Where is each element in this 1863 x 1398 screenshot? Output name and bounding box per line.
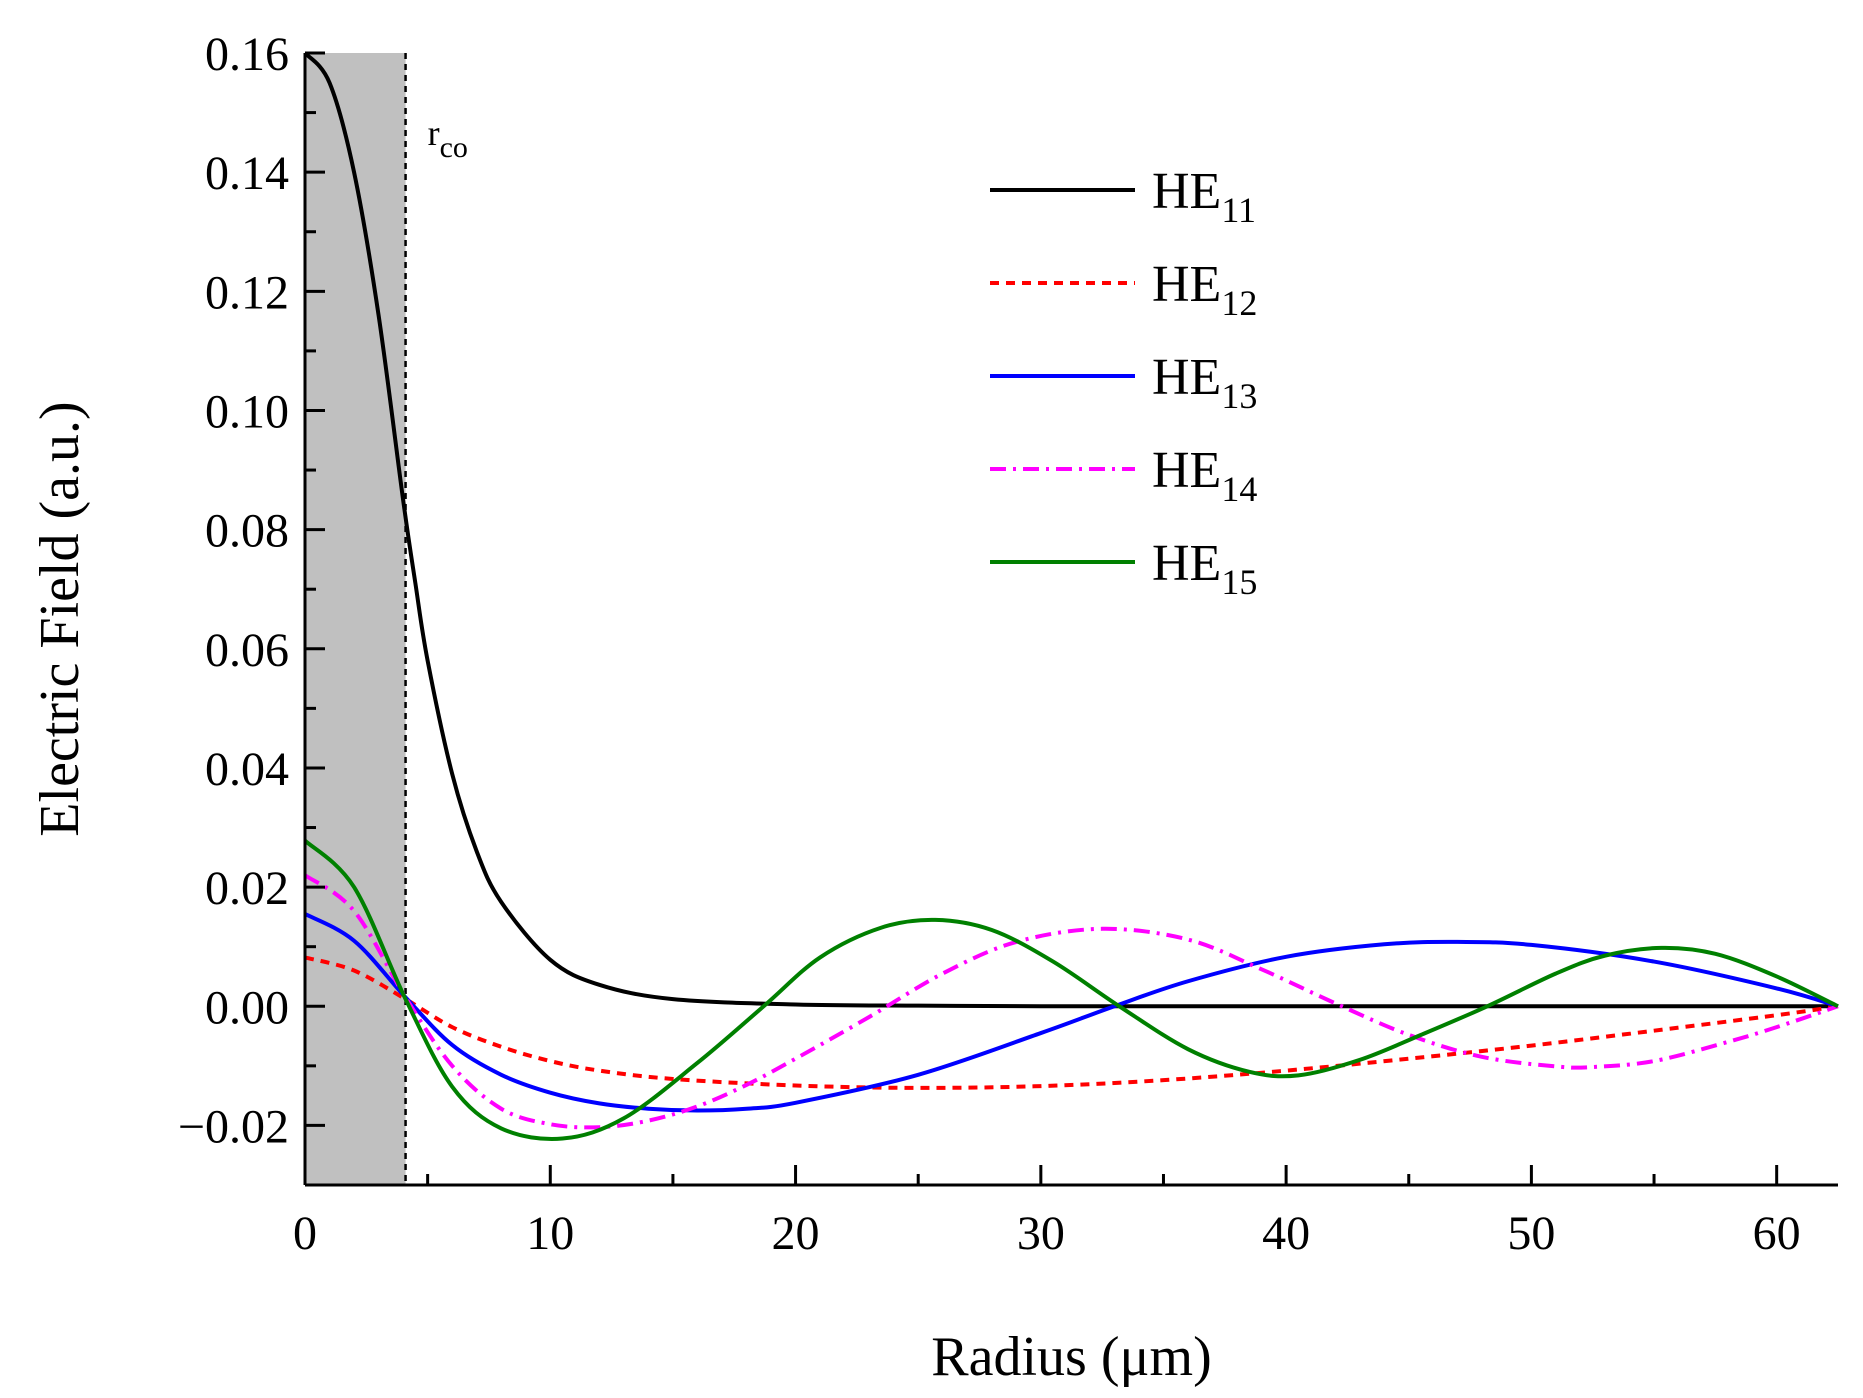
series-line-he13: [304, 912, 1839, 1113]
y-tick-label: 0.00: [205, 981, 289, 1034]
x-tick-label: 40: [1262, 1207, 1310, 1260]
y-tick-label: 0.02: [205, 862, 289, 915]
legend-label-he14: HE14: [1152, 442, 1257, 509]
x-tick-label: 0: [293, 1207, 317, 1260]
series-line-he14: [303, 873, 1839, 1130]
x-axis-title: Radius (μm): [931, 1326, 1211, 1388]
y-tick-label: 0.14: [205, 147, 289, 200]
legend-label-he12: HE12: [1152, 256, 1257, 323]
legend: HE11 HE12 HE13 HE14 HE15: [990, 163, 1257, 602]
x-tick-label: 50: [1507, 1207, 1555, 1260]
y-tick-label: 0.08: [205, 505, 289, 558]
legend-label-he13: HE13: [1152, 349, 1257, 416]
y-tick-label: 0.06: [205, 624, 289, 677]
y-tick-label: 0.12: [205, 266, 289, 319]
y-tick-label: 0.10: [205, 385, 289, 438]
rco-annotation: rco: [428, 113, 468, 164]
x-tick-label: 10: [526, 1207, 574, 1260]
y-tick-label: −0.02: [178, 1100, 289, 1153]
plot-layer: rco: [303, 51, 1839, 1185]
legend-label-he11: HE11: [1152, 163, 1256, 230]
axes-layer: 0 10 20 30 40 50 60 −0.02 0.00 0.02 0.04 0.06 0.08 0.…: [178, 28, 1838, 1260]
series-line-he12: [304, 955, 1839, 1090]
x-tick-label: 20: [772, 1207, 820, 1260]
y-tick-label: 0.16: [205, 28, 289, 81]
series-line-he11: [303, 51, 1838, 1009]
core-region: [305, 53, 406, 1185]
y-axis-title: Electric Field (a.u.): [29, 401, 91, 836]
series-line-he15: [303, 839, 1839, 1141]
legend-label-he15: HE15: [1152, 535, 1257, 602]
y-tick-label: 0.04: [205, 743, 289, 796]
x-tick-label: 60: [1753, 1207, 1801, 1260]
x-tick-label: 30: [1017, 1207, 1065, 1260]
